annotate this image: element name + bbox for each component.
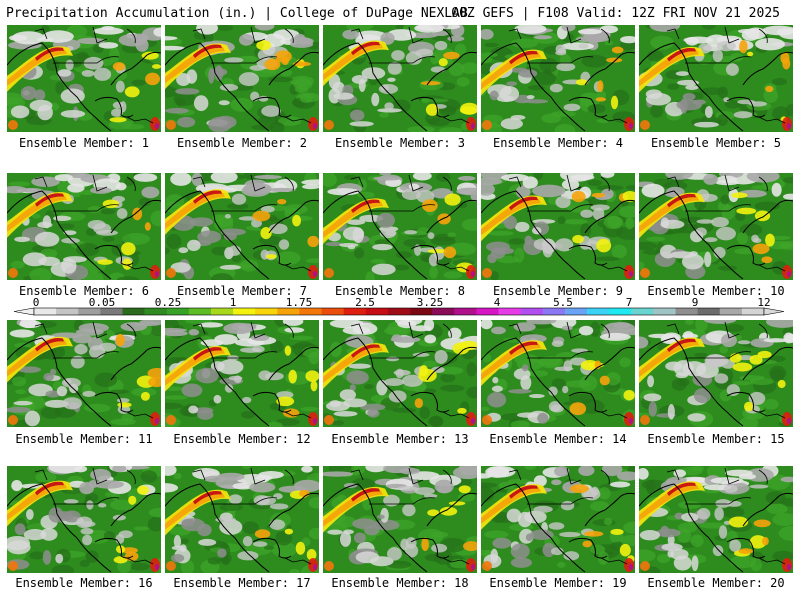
ensemble-member-caption: Ensemble Member: 4	[492, 136, 624, 150]
colorbar-swatch	[719, 308, 743, 315]
colorbar-swatch	[697, 308, 721, 315]
ensemble-member-map	[481, 320, 635, 427]
colorbar-swatch	[144, 308, 168, 315]
colorbar-swatch	[321, 308, 344, 315]
colorbar-swatch	[410, 308, 433, 315]
ensemble-member-caption: Ensemble Member: 1	[18, 136, 150, 150]
colorbar-swatch	[387, 308, 411, 315]
colorbar-min-arrow	[13, 307, 35, 316]
ensemble-member-caption: Ensemble Member: 19	[489, 576, 627, 590]
ensemble-member-map	[481, 466, 635, 573]
colorbar-tick-label: 0	[33, 296, 40, 309]
ensemble-member-map	[7, 320, 161, 427]
ensemble-member-caption: Ensemble Member: 15	[647, 432, 785, 446]
ensemble-member-map	[323, 320, 477, 427]
colorbar-tick-label: 7	[626, 296, 633, 309]
ensemble-member-map	[165, 466, 319, 573]
colorbar-swatch	[653, 308, 676, 315]
ensemble-member-caption: Ensemble Member: 18	[331, 576, 469, 590]
colorbar-swatch	[299, 308, 322, 315]
colorbar-swatch	[34, 308, 57, 315]
colorbar-swatch	[78, 308, 101, 315]
ensemble-member-caption: Ensemble Member: 20	[647, 576, 785, 590]
colorbar-swatch	[255, 308, 278, 315]
ensemble-member-map	[639, 173, 793, 280]
ensemble-member-map	[481, 25, 635, 132]
colorbar-tick-label: 5.5	[553, 296, 573, 309]
colorbar-swatch	[166, 308, 190, 315]
colorbar-tick-label: 3.25	[417, 296, 444, 309]
colorbar-swatch	[56, 308, 79, 315]
colorbar-swatch	[343, 308, 367, 315]
ensemble-member-caption: Ensemble Member: 6	[18, 284, 150, 298]
ensemble-member-caption: Ensemble Member: 10	[647, 284, 785, 298]
colorbar-tick-label: 2.5	[355, 296, 375, 309]
ensemble-member-map	[165, 320, 319, 427]
colorbar-swatch	[542, 308, 566, 315]
ensemble-member-caption: Ensemble Member: 17	[173, 576, 311, 590]
colorbar-tick-label: 0.25	[155, 296, 182, 309]
colorbar-tick-label: 4	[494, 296, 501, 309]
ensemble-member-map	[165, 25, 319, 132]
ensemble-member-caption: Ensemble Member: 9	[492, 284, 624, 298]
ensemble-member-map	[639, 320, 793, 427]
ensemble-member-caption: Ensemble Member: 13	[331, 432, 469, 446]
colorbar-tick-label: 9	[692, 296, 699, 309]
colorbar-swatch	[741, 308, 765, 315]
colorbar-swatch	[100, 308, 123, 315]
ensemble-member-map	[323, 466, 477, 573]
colorbar-tick-label: 1	[230, 296, 237, 309]
colorbar-swatch	[609, 308, 632, 315]
colorbar-swatch	[188, 308, 212, 315]
ensemble-member-map	[7, 25, 161, 132]
map-title: Precipitation Accumulation (in.) | Colle…	[6, 6, 468, 21]
ensemble-member-caption: Ensemble Member: 2	[176, 136, 308, 150]
colorbar-swatch	[122, 308, 145, 315]
colorbar-swatch	[432, 308, 455, 315]
ensemble-member-caption: Ensemble Member: 3	[334, 136, 466, 150]
colorbar-swatch	[365, 308, 389, 315]
ensemble-member-map	[165, 173, 319, 280]
colorbar-tick-label: 12	[757, 296, 770, 309]
colorbar-swatch	[564, 308, 588, 315]
ensemble-member-map	[323, 173, 477, 280]
colorbar-swatch	[675, 308, 698, 315]
colorbar-swatch	[210, 308, 234, 315]
colorbar-swatch	[587, 308, 610, 315]
colorbar-swatch	[277, 308, 300, 315]
ensemble-member-caption: Ensemble Member: 11	[15, 432, 153, 446]
model-valid-time: 00Z GEFS | F108 Valid: 12Z FRI NOV 21 20…	[451, 6, 780, 21]
colorbar-swatch	[454, 308, 477, 315]
precipitation-colorbar: 0 0.05 0.25 1 1.75 2.5 3.25 4 5.5 7 9 12	[0, 296, 800, 320]
colorbar-tick-label: 1.75	[286, 296, 313, 309]
ensemble-member-map	[639, 25, 793, 132]
colorbar-swatch	[476, 308, 499, 315]
ensemble-member-caption: Ensemble Member: 14	[489, 432, 627, 446]
ensemble-member-caption: Ensemble Member: 7	[176, 284, 308, 298]
ensemble-member-map	[639, 466, 793, 573]
colorbar-swatch	[498, 308, 521, 315]
ensemble-member-caption: Ensemble Member: 16	[15, 576, 153, 590]
ensemble-member-caption: Ensemble Member: 5	[650, 136, 782, 150]
colorbar-swatch	[233, 308, 256, 315]
colorbar-tick-label: 0.05	[89, 296, 116, 309]
ensemble-member-caption: Ensemble Member: 8	[334, 284, 466, 298]
colorbar-swatch	[520, 308, 544, 315]
ensemble-member-caption: Ensemble Member: 12	[173, 432, 311, 446]
ensemble-member-map	[481, 173, 635, 280]
ensemble-member-map	[7, 173, 161, 280]
ensemble-member-map	[323, 25, 477, 132]
colorbar-swatch	[631, 308, 654, 315]
colorbar-max-arrow	[763, 307, 785, 316]
ensemble-member-map	[7, 466, 161, 573]
